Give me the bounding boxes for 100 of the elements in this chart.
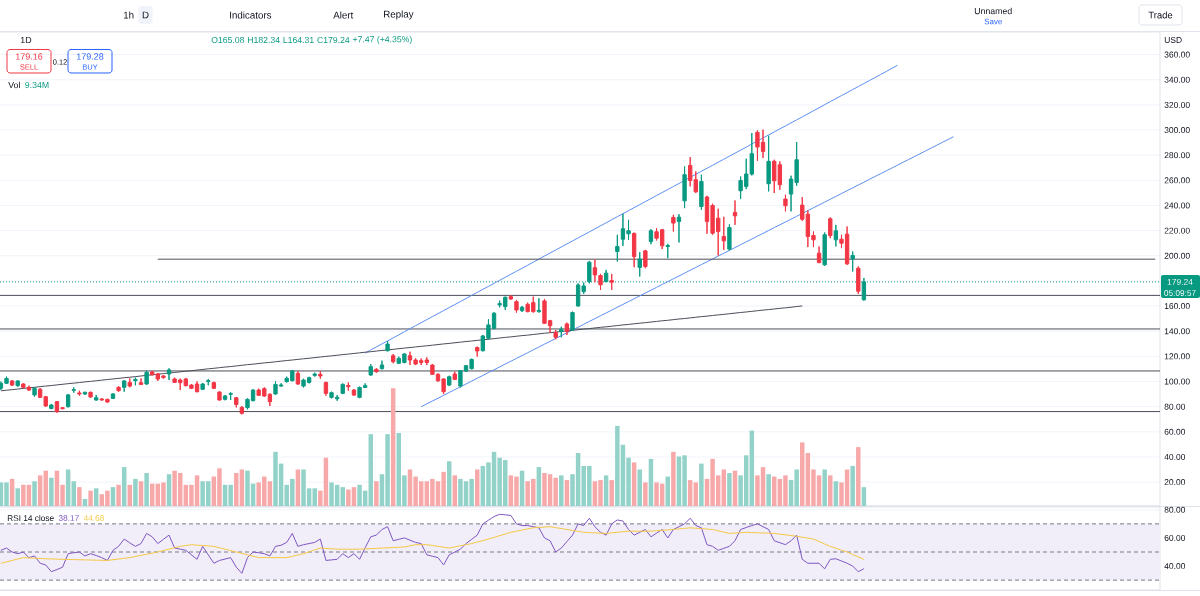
candlestick xyxy=(82,391,88,396)
candlestick xyxy=(643,249,648,269)
y-tick-label: 120.00 xyxy=(1164,353,1190,360)
y-tick-label: 320.00 xyxy=(1164,101,1190,108)
candlestick xyxy=(133,377,138,386)
bar xyxy=(116,484,121,506)
bar xyxy=(822,469,827,506)
candlestick xyxy=(508,294,514,301)
annotation: 179.16 xyxy=(15,53,43,60)
bar xyxy=(65,469,71,506)
bar xyxy=(536,467,542,506)
bar xyxy=(452,475,458,506)
annotation: C179.24 xyxy=(317,36,350,44)
annotation: O165.08 xyxy=(211,36,245,44)
annotation: 179.28 xyxy=(76,53,104,60)
candlestick xyxy=(699,174,704,211)
bar xyxy=(671,451,676,506)
y-tick-label: 300.00 xyxy=(1164,127,1190,134)
y-tick-label: 340.00 xyxy=(1164,76,1190,83)
chart-title: Vol xyxy=(8,81,20,89)
candlestick xyxy=(816,245,822,264)
candlestick xyxy=(665,243,670,259)
bar xyxy=(861,487,867,506)
bar xyxy=(727,473,732,506)
candlestick xyxy=(671,214,676,233)
bar xyxy=(559,475,564,506)
candlestick xyxy=(206,378,211,386)
y-tick-label: 40.00 xyxy=(1164,563,1186,570)
annotation: L164.31 xyxy=(283,36,314,44)
candlestick xyxy=(211,381,217,390)
bar xyxy=(637,469,642,506)
candlestick xyxy=(570,311,575,332)
y-tick-label: 360.00 xyxy=(1164,51,1190,58)
candlestick xyxy=(200,382,205,391)
y-tick-label: 140.00 xyxy=(1164,328,1190,335)
candlestick xyxy=(379,360,385,370)
candlestick xyxy=(318,370,323,380)
annotation: H182.34 xyxy=(247,36,280,44)
candlestick xyxy=(166,367,172,381)
candlestick xyxy=(615,234,620,263)
candlestick xyxy=(138,377,144,386)
bar xyxy=(77,487,82,506)
bar xyxy=(643,482,648,506)
candlestick xyxy=(351,388,357,397)
bar xyxy=(93,488,99,506)
candlestick xyxy=(228,391,233,401)
candlestick xyxy=(234,396,239,408)
annotation: 9.34M xyxy=(25,81,49,89)
bar xyxy=(144,473,149,506)
y-tick-label: 80.00 xyxy=(1164,506,1186,513)
candlestick xyxy=(536,297,542,314)
candlestick xyxy=(222,394,228,401)
y-tick-label: 40.00 xyxy=(1164,453,1186,460)
bar xyxy=(687,480,693,506)
candlestick xyxy=(71,386,76,394)
y-tick-label: 160.00 xyxy=(1164,303,1190,310)
bar xyxy=(564,480,570,506)
y-tick-label: 80.00 xyxy=(1164,403,1186,410)
candlestick xyxy=(88,391,93,399)
bar xyxy=(133,478,138,506)
bar xyxy=(603,475,609,506)
candlestick xyxy=(676,213,682,243)
bar xyxy=(121,467,127,506)
bar xyxy=(49,477,54,506)
candlestick xyxy=(559,326,564,338)
y-tick-label: 240.00 xyxy=(1164,202,1190,209)
bar xyxy=(833,481,839,506)
candlestick xyxy=(447,375,452,387)
bar xyxy=(474,469,480,506)
bar xyxy=(800,442,805,506)
text: D xyxy=(142,11,149,19)
candlestick xyxy=(609,273,614,291)
bar xyxy=(4,482,9,506)
text: Indicators xyxy=(230,11,272,19)
y-tick-label: 20.00 xyxy=(1164,479,1186,486)
candlestick xyxy=(833,224,839,247)
candlestick xyxy=(144,370,149,386)
candlestick xyxy=(323,381,329,397)
bar xyxy=(828,475,833,506)
bar xyxy=(856,447,861,506)
text: Alert xyxy=(333,11,354,19)
candlestick xyxy=(127,377,132,388)
candlestick xyxy=(122,379,127,393)
text: Trade xyxy=(1148,11,1173,19)
y-tick-label: 60.00 xyxy=(1164,428,1186,435)
bar xyxy=(850,465,855,506)
candlestick xyxy=(9,379,15,387)
candlestick xyxy=(828,216,833,239)
candlestick xyxy=(721,216,726,251)
bar xyxy=(609,480,614,506)
y-tick-label: 260.00 xyxy=(1164,177,1190,184)
candlestick xyxy=(766,135,771,192)
candlestick xyxy=(783,194,788,212)
text: 05:09:57 xyxy=(1164,290,1196,296)
candlestick xyxy=(340,382,345,395)
candlestick xyxy=(856,265,861,295)
ref-line-label: 179.24 xyxy=(1167,278,1193,285)
candlestick xyxy=(391,353,396,364)
y-tick-label: 60.00 xyxy=(1164,534,1186,541)
text: RSI 14 close xyxy=(7,514,54,522)
